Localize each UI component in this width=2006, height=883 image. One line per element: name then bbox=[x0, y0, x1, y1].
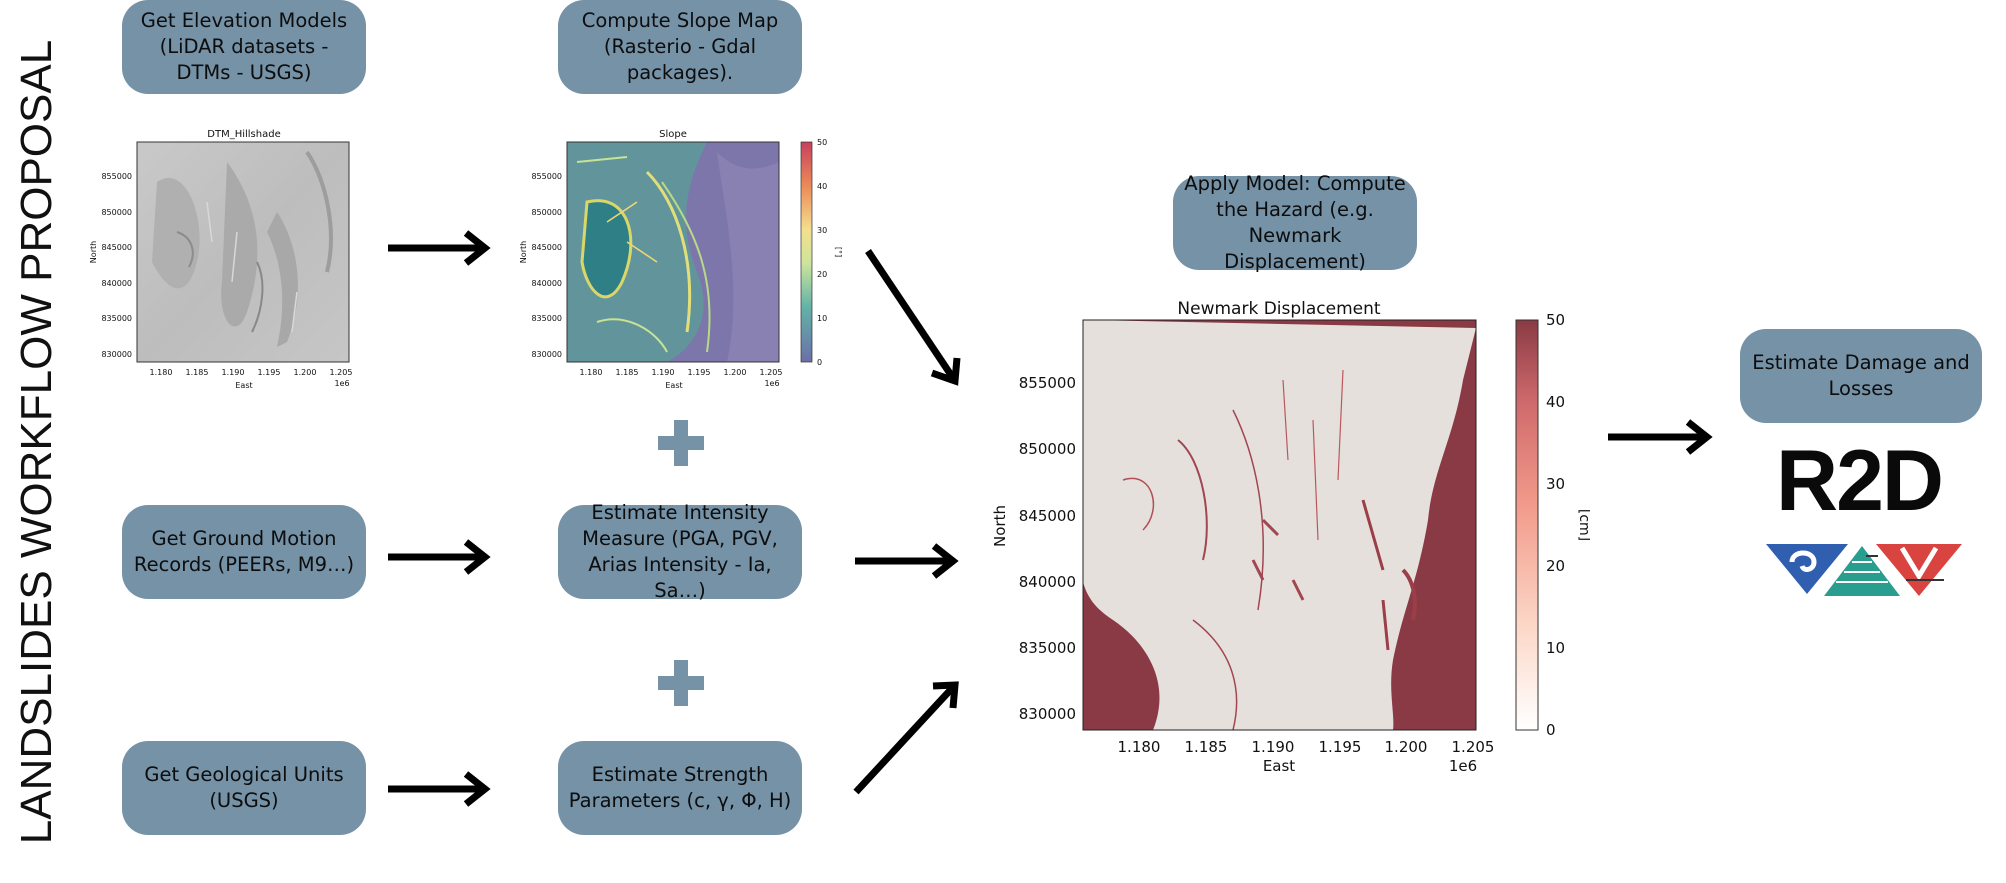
newmark-xtick: 1.200 bbox=[1385, 738, 1428, 756]
newmark-cbar-tick: 50 bbox=[1546, 311, 1565, 329]
dtm-raster bbox=[136, 141, 350, 363]
slope-title: Slope bbox=[659, 129, 687, 140]
dtm-ytick: 845000 bbox=[101, 243, 132, 252]
dtm-x-multiplier: 1e6 bbox=[334, 379, 349, 388]
slope-cbar-tick: 50 bbox=[817, 138, 827, 147]
dtm-xtick: 1.180 bbox=[150, 368, 173, 377]
newmark-x-multiplier: 1e6 bbox=[1449, 757, 1477, 775]
dtm-ytick: 850000 bbox=[101, 208, 132, 217]
r2d-tool-label: R2D bbox=[1776, 433, 1944, 529]
step-estimate-damage: Estimate Damage and Losses bbox=[1740, 329, 1982, 423]
newmark-ytick: 845000 bbox=[1019, 507, 1076, 525]
slope-raster bbox=[566, 141, 780, 363]
slope-colorbar bbox=[800, 141, 813, 363]
dtm-ylabel: North bbox=[89, 241, 98, 263]
newmark-cbar-tick: 40 bbox=[1546, 393, 1565, 411]
newmark-colorbar bbox=[1515, 319, 1539, 731]
slope-xtick: 1.200 bbox=[724, 368, 747, 377]
newmark-cbar-tick: 10 bbox=[1546, 639, 1565, 657]
slope-ytick: 845000 bbox=[531, 243, 562, 252]
newmark-cbar-tick: 0 bbox=[1546, 721, 1556, 739]
arrow-right-icon bbox=[855, 543, 959, 579]
slope-ytick: 840000 bbox=[531, 279, 562, 288]
slope-xtick: 1.205 bbox=[760, 368, 783, 377]
slope-cbar-tick: 20 bbox=[817, 270, 827, 279]
step-compute-slope-map: Compute Slope Map (Rasterio - Gdal packa… bbox=[558, 0, 802, 94]
plus-icon bbox=[658, 420, 704, 466]
newmark-title: Newmark Displacement bbox=[1177, 299, 1380, 319]
page-title: LANDSLIDES WORKFLOW PROPOSAL bbox=[12, 39, 61, 845]
newmark-cbar-label: [cm] bbox=[1576, 509, 1590, 541]
newmark-ytick: 835000 bbox=[1019, 639, 1076, 657]
newmark-ytick: 850000 bbox=[1019, 440, 1076, 458]
slope-ylabel: North bbox=[519, 241, 528, 263]
dtm-hillshade-plot: DTM_Hillshade 855000 850000 845000 84000… bbox=[89, 129, 353, 390]
dtm-xtick: 1.200 bbox=[294, 368, 317, 377]
dtm-xtick: 1.185 bbox=[186, 368, 209, 377]
slope-x-multiplier: 1e6 bbox=[764, 379, 779, 388]
arrow-right-icon bbox=[388, 539, 491, 575]
dtm-ytick: 840000 bbox=[101, 279, 132, 288]
newmark-ytick: 855000 bbox=[1019, 374, 1076, 392]
slope-xtick: 1.195 bbox=[688, 368, 711, 377]
page-title-container: LANDSLIDES WORKFLOW PROPOSAL bbox=[0, 0, 70, 883]
slope-cbar-tick: 10 bbox=[817, 314, 827, 323]
step-estimate-intensity: Estimate Intensity Measure (PGA, PGV, Ar… bbox=[558, 501, 802, 602]
newmark-xtick: 1.180 bbox=[1118, 738, 1161, 756]
dtm-ytick: 830000 bbox=[101, 350, 132, 359]
plus-icon bbox=[658, 660, 704, 706]
slope-xtick: 1.185 bbox=[616, 368, 639, 377]
dtm-ytick: 835000 bbox=[101, 314, 132, 323]
step-get-elevation-models: Get Elevation Models (LiDAR datasets - D… bbox=[122, 0, 366, 94]
slope-xtick: 1.180 bbox=[580, 368, 603, 377]
dtm-ytick: 855000 bbox=[101, 172, 132, 181]
step-estimate-strength: Estimate Strength Parameters (c, γ, Φ, H… bbox=[558, 741, 802, 835]
simcenter-logo-icon bbox=[1766, 544, 1962, 596]
dtm-xtick: 1.195 bbox=[258, 368, 281, 377]
slope-ytick: 850000 bbox=[531, 208, 562, 217]
arrow-diagonal-down-icon bbox=[865, 249, 961, 386]
newmark-plot: Newmark Displacement 50 40 30 20 10 0 [c… bbox=[991, 299, 1590, 775]
newmark-cbar-tick: 20 bbox=[1546, 557, 1565, 575]
newmark-xtick: 1.205 bbox=[1452, 738, 1495, 756]
newmark-xtick: 1.195 bbox=[1319, 738, 1362, 756]
slope-cbar-tick: 30 bbox=[817, 226, 827, 235]
dtm-title: DTM_Hillshade bbox=[207, 129, 280, 140]
slope-ytick: 835000 bbox=[531, 314, 562, 323]
slope-xtick: 1.190 bbox=[652, 368, 675, 377]
slope-plot: Slope 50 40 30 20 10 0 [°] 855000 850000… bbox=[519, 129, 843, 390]
newmark-raster bbox=[1082, 319, 1477, 731]
slope-cbar-label: [°] bbox=[834, 247, 843, 257]
newmark-ylabel: North bbox=[991, 505, 1009, 547]
step-get-geological-units: Get Geological Units (USGS) bbox=[122, 741, 366, 835]
arrow-diagonal-up-icon bbox=[853, 681, 959, 795]
arrow-right-icon bbox=[388, 230, 491, 266]
slope-ytick: 830000 bbox=[531, 350, 562, 359]
step-get-ground-motion: Get Ground Motion Records (PEERs, M9…) bbox=[122, 505, 366, 599]
dtm-xlabel: East bbox=[235, 381, 252, 390]
slope-ytick: 855000 bbox=[531, 172, 562, 181]
newmark-ytick: 840000 bbox=[1019, 573, 1076, 591]
newmark-xtick: 1.185 bbox=[1185, 738, 1228, 756]
dtm-xtick: 1.190 bbox=[222, 368, 245, 377]
newmark-xlabel: East bbox=[1263, 757, 1295, 775]
slope-cbar-tick: 0 bbox=[817, 358, 822, 367]
newmark-xtick: 1.190 bbox=[1252, 738, 1295, 756]
newmark-ytick: 830000 bbox=[1019, 705, 1076, 723]
newmark-cbar-tick: 30 bbox=[1546, 475, 1565, 493]
slope-xlabel: East bbox=[665, 381, 682, 390]
arrow-right-icon bbox=[1608, 419, 1713, 455]
slope-cbar-tick: 40 bbox=[817, 182, 827, 191]
dtm-xtick: 1.205 bbox=[330, 368, 353, 377]
step-apply-model: Apply Model: Compute the Hazard (e.g. Ne… bbox=[1173, 172, 1417, 273]
arrow-right-icon bbox=[388, 771, 491, 807]
